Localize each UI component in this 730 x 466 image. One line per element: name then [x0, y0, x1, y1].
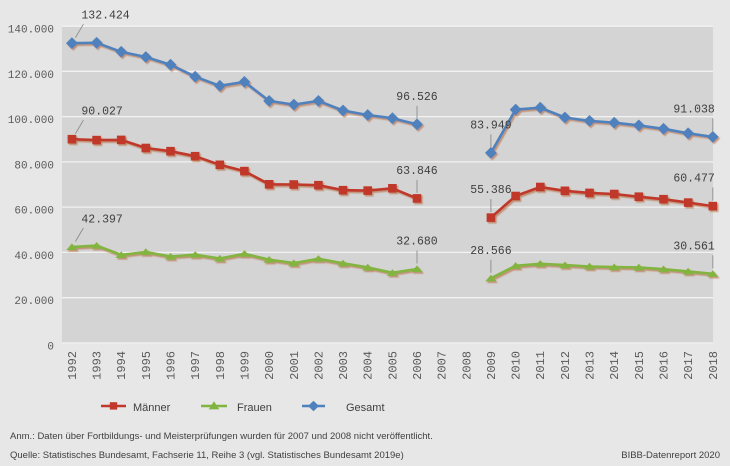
svg-text:2008: 2008: [460, 351, 474, 380]
svg-text:Männer: Männer: [133, 402, 171, 414]
svg-text:1992: 1992: [66, 351, 80, 380]
svg-text:2005: 2005: [386, 351, 400, 380]
svg-text:2010: 2010: [510, 351, 524, 380]
svg-text:2001: 2001: [288, 351, 302, 380]
svg-text:100.000: 100.000: [8, 115, 54, 127]
svg-text:55.386: 55.386: [470, 184, 512, 197]
svg-text:1993: 1993: [91, 351, 105, 380]
svg-text:120.000: 120.000: [8, 70, 54, 82]
svg-text:2004: 2004: [362, 351, 376, 380]
svg-text:2009: 2009: [485, 351, 499, 380]
svg-text:2002: 2002: [312, 351, 326, 380]
svg-text:Anm.: Daten über Fortbildungs-: Anm.: Daten über Fortbildungs- und Meist…: [10, 431, 433, 442]
svg-text:2006: 2006: [411, 351, 425, 380]
svg-text:1995: 1995: [140, 351, 154, 380]
svg-text:30.561: 30.561: [673, 240, 715, 253]
svg-text:2012: 2012: [559, 351, 573, 380]
svg-text:140.000: 140.000: [8, 25, 54, 37]
svg-text:1994: 1994: [115, 351, 129, 380]
svg-text:60.477: 60.477: [673, 173, 714, 186]
svg-text:91.038: 91.038: [673, 103, 715, 116]
svg-text:32.680: 32.680: [396, 236, 438, 249]
svg-text:2015: 2015: [633, 351, 647, 380]
svg-text:1998: 1998: [214, 351, 228, 380]
svg-text:80.000: 80.000: [14, 160, 54, 172]
svg-text:2003: 2003: [337, 351, 351, 380]
svg-text:Quelle: Statistisches Bundesam: Quelle: Statistisches Bundesamt, Fachser…: [10, 450, 404, 461]
svg-text:2011: 2011: [534, 351, 548, 380]
svg-text:2018: 2018: [707, 351, 721, 380]
svg-text:2000: 2000: [263, 351, 277, 380]
svg-text:2016: 2016: [658, 351, 672, 380]
svg-text:1999: 1999: [238, 351, 252, 380]
svg-text:2007: 2007: [436, 351, 450, 380]
svg-text:2013: 2013: [584, 351, 598, 380]
svg-text:BIBB-Datenreport 2020: BIBB-Datenreport 2020: [621, 450, 720, 461]
svg-text:0: 0: [47, 342, 54, 354]
svg-text:Frauen: Frauen: [237, 402, 272, 414]
svg-text:60.000: 60.000: [14, 206, 54, 218]
svg-text:90.027: 90.027: [81, 106, 122, 119]
svg-text:1996: 1996: [165, 351, 179, 380]
svg-text:132.424: 132.424: [81, 10, 129, 23]
svg-text:63.846: 63.846: [396, 165, 438, 178]
svg-text:2014: 2014: [608, 351, 622, 380]
svg-text:96.526: 96.526: [396, 91, 438, 104]
svg-text:40.000: 40.000: [14, 251, 54, 263]
svg-text:2017: 2017: [682, 351, 696, 380]
svg-text:28.566: 28.566: [470, 245, 512, 258]
svg-text:1997: 1997: [189, 351, 203, 380]
svg-text:83.949: 83.949: [470, 119, 512, 132]
svg-text:20.000: 20.000: [14, 296, 54, 308]
svg-text:Gesamt: Gesamt: [346, 402, 385, 414]
svg-text:42.397: 42.397: [81, 214, 122, 227]
